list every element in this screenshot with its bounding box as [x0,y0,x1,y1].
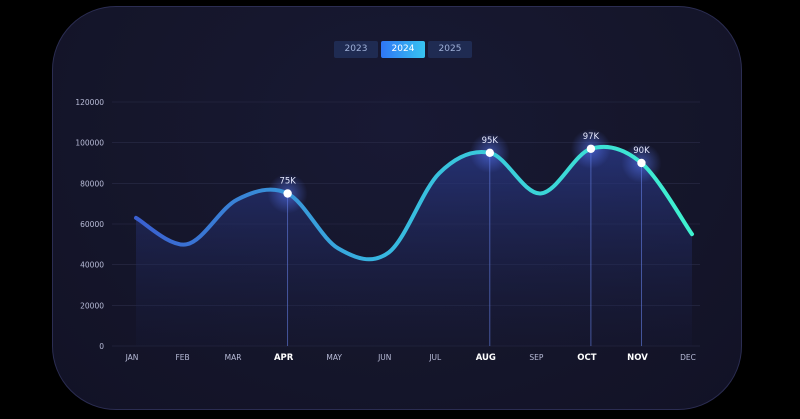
x-tick-label: NOV [627,353,648,363]
data-point[interactable] [283,189,292,198]
y-tick-label: 120000 [75,98,104,107]
x-tick-label: JAN [125,353,139,362]
highlight-guides [287,148,642,346]
x-tick-label: OCT [577,353,596,363]
data-label: 97K [583,132,600,142]
x-tick-label: SEP [529,353,543,362]
year-tab-2025[interactable]: 2025 [428,41,472,58]
data-point[interactable] [637,158,646,168]
y-tick-label: 100000 [75,139,104,148]
data-point[interactable] [586,144,596,153]
y-axis: 0 20000 40000 60000 80000 100000 120000 [75,98,104,351]
x-tick-label: DEC [680,353,696,362]
x-tick-label: AUG [476,353,496,363]
data-label: 75K [279,177,296,187]
data-point[interactable] [485,148,495,158]
y-tick-label: 0 [99,342,104,351]
data-label: 95K [482,136,499,146]
x-tick-label: APR [274,353,294,363]
x-tick-label: JUN [377,353,391,362]
x-tick-label: MAY [326,353,342,362]
year-tab-2023[interactable]: 2023 [334,41,378,58]
data-points: 75K 95K 97K 90K [279,132,650,198]
series-line [134,144,694,262]
y-tick-label: 20000 [80,301,104,310]
data-label: 90K [633,146,650,156]
x-tick-label: FEB [175,353,189,362]
year-selector: 2023 2024 2025 [334,41,472,58]
y-tick-label: 40000 [80,261,104,270]
x-tick-label: MAR [225,353,242,362]
y-tick-label: 60000 [80,220,104,229]
x-tick-label: JUL [428,353,442,362]
year-tab-2024[interactable]: 2024 [381,41,425,58]
y-tick-label: 80000 [80,179,104,188]
area-fill [136,146,692,346]
x-axis: JAN FEB MAR APR MAY JUN JUL AUG SEP OCT NOV DEC [125,353,696,363]
